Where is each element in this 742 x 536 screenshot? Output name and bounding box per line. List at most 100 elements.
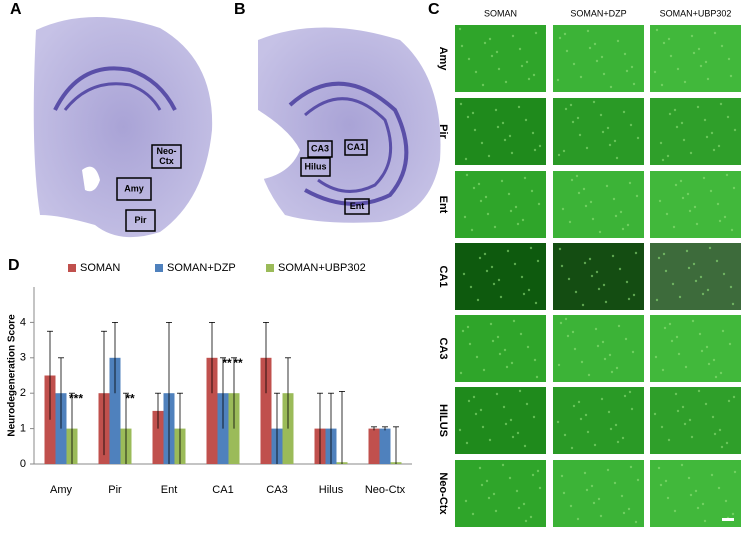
- micrograph: [650, 315, 741, 382]
- cell-speckle: [613, 481, 617, 485]
- cell-speckle: [658, 199, 662, 203]
- row-label: CA1: [437, 265, 449, 287]
- micrograph: [553, 460, 644, 527]
- cell-speckle: [502, 405, 506, 409]
- cell-speckle: [487, 496, 491, 500]
- cell-speckle: [653, 412, 657, 416]
- cell-speckle: [536, 469, 540, 473]
- cell-speckle: [500, 179, 504, 183]
- cell-speckle: [463, 215, 467, 219]
- hippocampus-a: [53, 66, 177, 111]
- cell-speckle: [628, 390, 632, 394]
- cell-speckle: [710, 131, 714, 135]
- cell-speckle: [533, 148, 537, 152]
- cell-speckle: [710, 473, 714, 477]
- cell-speckle: [570, 178, 574, 182]
- cell-speckle: [614, 214, 618, 218]
- cell-speckle: [732, 186, 736, 190]
- cell-speckle: [608, 143, 612, 147]
- cell-speckle: [521, 218, 525, 222]
- cell-speckle: [625, 280, 629, 284]
- cell-speckle: [660, 83, 664, 87]
- region-label: Amy: [124, 183, 144, 193]
- cell-speckle: [490, 265, 494, 269]
- row-label: Ent: [437, 196, 449, 214]
- cell-speckle: [576, 116, 580, 120]
- cell-speckle: [462, 272, 466, 276]
- cell-speckle: [459, 371, 463, 375]
- cell-speckle: [609, 427, 613, 431]
- micrograph: [650, 98, 741, 165]
- cell-speckle: [515, 489, 519, 493]
- cell-speckle: [692, 51, 696, 55]
- cell-speckle: [511, 34, 515, 38]
- cell-speckle: [597, 287, 601, 291]
- cell-speckle: [576, 517, 580, 521]
- cell-speckle: [493, 225, 497, 229]
- cell-speckle: [519, 332, 523, 336]
- cell-speckle: [570, 446, 574, 450]
- cell-speckle: [517, 105, 521, 109]
- cell-speckle: [471, 512, 475, 516]
- region-box: [125, 209, 156, 232]
- cell-speckle: [485, 479, 489, 483]
- cell-speckle: [606, 468, 610, 472]
- cell-speckle: [487, 154, 491, 158]
- cell-speckle: [529, 246, 533, 250]
- cell-speckle: [599, 514, 603, 518]
- micrograph: [553, 387, 644, 454]
- cell-speckle: [631, 350, 635, 354]
- cell-speckle: [476, 298, 480, 302]
- cell-speckle: [532, 415, 536, 419]
- cell-speckle: [733, 470, 737, 474]
- cell-speckle: [508, 134, 512, 138]
- cell-speckle: [732, 395, 736, 399]
- cell-speckle: [510, 361, 514, 365]
- cell-speckle: [589, 200, 593, 204]
- cell-speckle: [685, 249, 689, 253]
- cell-speckle: [504, 422, 508, 426]
- cell-speckle: [616, 39, 620, 43]
- cell-speckle: [586, 430, 590, 434]
- cell-speckle: [701, 292, 705, 296]
- cell-speckle: [615, 366, 619, 370]
- cell-speckle: [624, 337, 628, 341]
- significance-label: ***: [69, 391, 83, 405]
- cell-speckle: [538, 486, 542, 490]
- cell-speckle: [510, 151, 514, 155]
- cell-speckle: [722, 272, 726, 276]
- micrograph: [553, 98, 644, 165]
- cell-speckle: [698, 332, 702, 336]
- micrograph: [650, 460, 741, 527]
- cell-speckle: [664, 479, 668, 483]
- cell-speckle: [509, 209, 513, 213]
- cell-speckle: [583, 261, 587, 265]
- cell-speckle: [666, 154, 670, 158]
- cell-speckle: [480, 483, 484, 487]
- cell-speckle: [556, 78, 560, 82]
- cell-speckle: [733, 128, 737, 132]
- cell-speckle: [680, 121, 684, 125]
- cell-speckle: [590, 274, 594, 278]
- cell-speckle: [497, 278, 501, 282]
- row-label: CA3: [437, 337, 449, 359]
- cell-speckle: [522, 292, 526, 296]
- cell-speckle: [524, 519, 528, 523]
- cortex-cut-b: [258, 110, 300, 180]
- cell-speckle: [492, 282, 496, 286]
- cell-speckle: [464, 499, 468, 503]
- cell-speckle: [611, 254, 615, 258]
- cell-speckle: [592, 100, 596, 104]
- cell-speckle: [666, 496, 670, 500]
- cell-speckle: [486, 212, 490, 216]
- cell-speckle: [690, 435, 694, 439]
- cell-speckle: [694, 489, 698, 493]
- cell-speckle: [566, 334, 570, 338]
- cell-speckle: [687, 266, 691, 270]
- cell-speckle: [687, 476, 691, 480]
- cell-speckle: [481, 425, 485, 429]
- cell-speckle: [504, 80, 508, 84]
- cell-speckle: [470, 228, 474, 232]
- cell-speckle: [693, 205, 697, 209]
- cell-speckle: [560, 474, 564, 478]
